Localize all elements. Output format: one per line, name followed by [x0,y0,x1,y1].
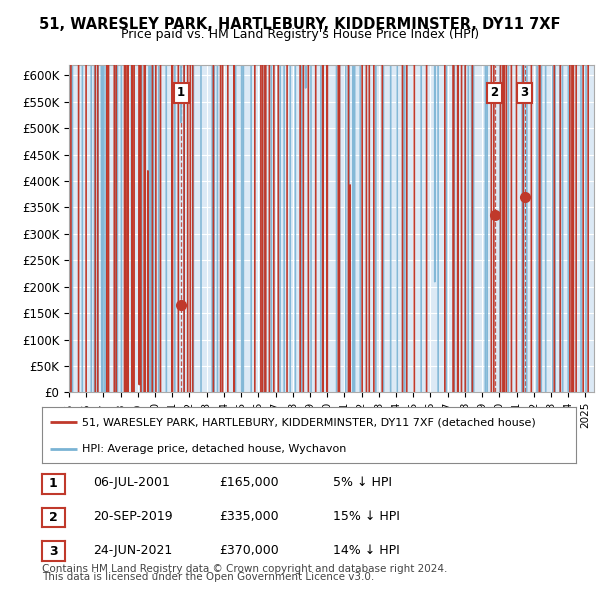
Text: 15% ↓ HPI: 15% ↓ HPI [333,510,400,523]
Text: Contains HM Land Registry data © Crown copyright and database right 2024.: Contains HM Land Registry data © Crown c… [42,565,448,574]
Text: 51, WARESLEY PARK, HARTLEBURY, KIDDERMINSTER, DY11 7XF: 51, WARESLEY PARK, HARTLEBURY, KIDDERMIN… [39,17,561,31]
Text: 51, WARESLEY PARK, HARTLEBURY, KIDDERMINSTER, DY11 7XF (detached house): 51, WARESLEY PARK, HARTLEBURY, KIDDERMIN… [82,417,536,427]
Text: £335,000: £335,000 [219,510,278,523]
Text: 5% ↓ HPI: 5% ↓ HPI [333,476,392,490]
Text: 1: 1 [49,477,58,490]
Text: 06-JUL-2001: 06-JUL-2001 [93,476,170,490]
Text: 14% ↓ HPI: 14% ↓ HPI [333,543,400,557]
Text: £165,000: £165,000 [219,476,278,490]
Text: HPI: Average price, detached house, Wychavon: HPI: Average price, detached house, Wych… [82,444,346,454]
Text: 1: 1 [177,86,185,99]
Text: 2: 2 [49,511,58,524]
Text: £370,000: £370,000 [219,543,279,557]
Text: 3: 3 [521,86,529,99]
Text: Price paid vs. HM Land Registry's House Price Index (HPI): Price paid vs. HM Land Registry's House … [121,28,479,41]
Text: 2: 2 [490,86,499,99]
Text: 3: 3 [49,545,58,558]
Text: 24-JUN-2021: 24-JUN-2021 [93,543,172,557]
Text: This data is licensed under the Open Government Licence v3.0.: This data is licensed under the Open Gov… [42,572,374,582]
Text: 20-SEP-2019: 20-SEP-2019 [93,510,173,523]
